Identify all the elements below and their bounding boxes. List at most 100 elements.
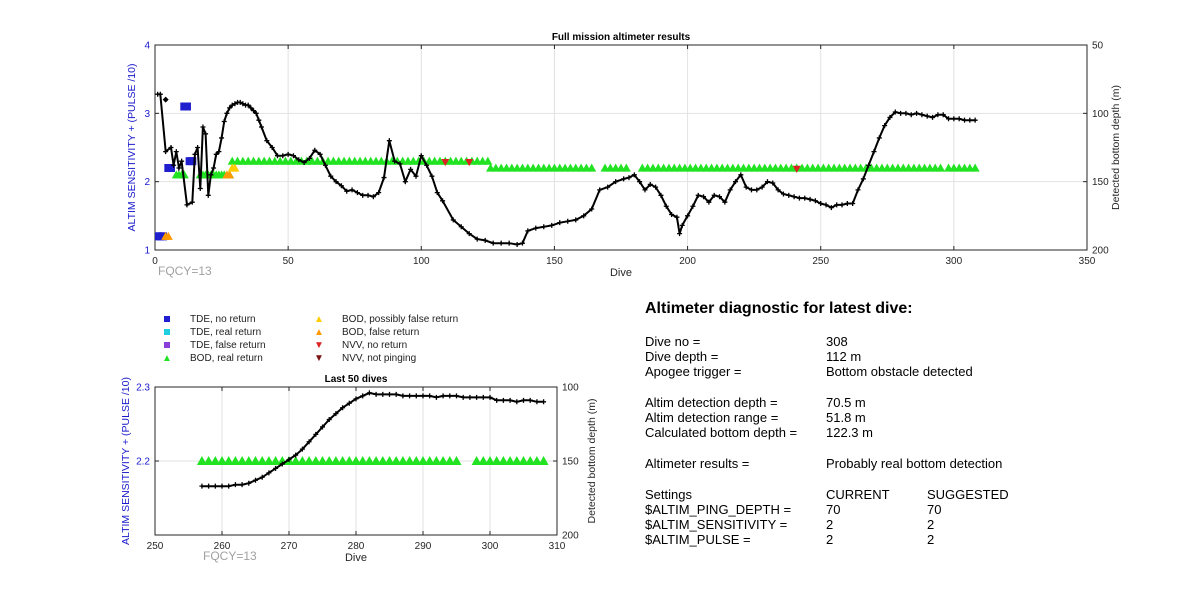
bod-real-return-marker — [297, 456, 308, 465]
altimeter-diagnostic-panel: Altimeter diagnostic for latest dive: Di… — [645, 300, 1065, 560]
bod-real-return-marker — [310, 456, 321, 465]
bottom-depth-point — [253, 110, 259, 116]
bod-real-return-marker — [364, 456, 375, 465]
nvv-no-return-marker — [465, 158, 474, 167]
bottom-depth-point — [828, 205, 834, 211]
last-50-dives-chart: 250 260 270 280 290 300 310 2.2 2.3 100 150 200 Last… — [120, 374, 598, 564]
bottom-depth-point — [440, 393, 446, 399]
bod-real-return-marker — [351, 456, 361, 465]
bottom-depth-point — [366, 390, 372, 396]
bottom-depth-point — [460, 394, 466, 400]
x-tick-label: 290 — [415, 541, 432, 552]
bottom-depth-point — [393, 391, 399, 397]
bottom-depth-point — [333, 411, 339, 417]
legend-label: NVV, no return — [342, 340, 408, 351]
bottom-depth-point — [480, 394, 486, 400]
bod-real-return-marker — [518, 456, 529, 465]
bottom-depth-point — [839, 202, 845, 208]
diagnostic-label: Altim detection depth = — [645, 395, 778, 410]
bottom-depth-point — [506, 240, 512, 246]
bottom-depth-point — [541, 224, 547, 230]
settings-current: 70 — [826, 502, 841, 517]
bod-real-return-marker — [357, 456, 368, 465]
bottom-depth-point — [189, 199, 195, 205]
bottom-depth-point — [541, 399, 547, 405]
bottom-depth-point — [527, 397, 533, 403]
bottom-depth-point — [353, 396, 359, 402]
bottom-depth-point — [386, 138, 392, 144]
bod-real-return-marker — [391, 456, 402, 465]
settings-current: 2 — [826, 517, 834, 532]
bottom-depth-point — [418, 153, 424, 159]
bottom-depth-point — [407, 393, 413, 399]
bottom-depth-point — [227, 105, 233, 111]
bottom-depth-point — [482, 237, 488, 243]
bottom-depth-point — [171, 162, 177, 168]
bod-real-return-marker — [491, 456, 502, 465]
bottom-depth-point — [397, 161, 403, 167]
y-left-tick-label: 3 — [144, 109, 150, 120]
bottom-depth-point — [733, 179, 739, 185]
bottom-depth-point — [299, 446, 305, 452]
bottom-depth-point — [549, 222, 555, 228]
bod-real-return-marker — [397, 456, 408, 465]
bottom-depth-point — [346, 400, 352, 406]
legend-item-nvv-no-return: ▼ NVV, no return — [312, 340, 407, 351]
legend-marker-square-icon — [160, 340, 174, 351]
bod-real-return-marker — [478, 456, 489, 465]
bottom-depth-point — [956, 116, 962, 122]
fqcy-annotation: FQCY=13 — [203, 549, 257, 563]
bottom-depth-point — [239, 482, 245, 488]
bottom-depth-point — [967, 117, 973, 123]
diagnostic-value: Bottom obstacle detected — [826, 364, 973, 379]
y-left-tick-label: 4 — [144, 41, 150, 52]
bottom-depth-point — [434, 190, 440, 196]
bottom-depth-point — [333, 179, 339, 185]
bod-real-return-marker — [411, 456, 422, 465]
bottom-depth-point — [474, 394, 480, 400]
bod-real-return-marker — [431, 456, 442, 465]
diagnostic-value: 122.3 m — [826, 425, 873, 440]
bottom-depth-point — [573, 217, 579, 223]
bottom-depth-point — [197, 186, 203, 191]
bottom-depth-point — [458, 224, 464, 230]
bottom-depth-point — [903, 110, 909, 116]
bod-real-return-marker — [587, 163, 597, 172]
bottom-depth-point — [216, 149, 222, 155]
bottom-depth-point — [514, 242, 520, 248]
diagnostic-label: Calculated bottom depth = — [645, 425, 798, 440]
legend-label: BOD, false return — [342, 327, 420, 338]
bottom-depth-point — [786, 192, 792, 198]
bod-real-return-marker — [970, 163, 980, 172]
bottom-depth-point — [221, 119, 227, 125]
bottom-depth-point — [212, 483, 218, 489]
bottom-depth-point — [498, 240, 504, 246]
bottom-depth-point — [962, 117, 968, 123]
nvv-no-return-marker — [792, 165, 801, 173]
tde-no-return-marker — [158, 232, 167, 241]
bottom-depth-point — [850, 201, 856, 207]
diagnostic-label: Dive no = — [645, 334, 701, 349]
bod-real-return-marker — [217, 456, 227, 465]
legend-item-tde-real-return: TDE, real return — [160, 327, 261, 338]
bottom-depth-point — [447, 393, 453, 399]
settings-label: $ALTIM_PING_DEPTH = — [645, 502, 792, 517]
bottom-depth-point — [807, 196, 813, 202]
bottom-depth-point — [775, 187, 781, 193]
bottom-depth-point — [317, 151, 323, 157]
legend-label: TDE, real return — [190, 327, 262, 338]
x-tick-label: 350 — [1079, 256, 1096, 267]
bottom-depth-point — [494, 397, 500, 403]
bottom-depth-point — [237, 99, 243, 105]
bottom-depth-point — [251, 108, 257, 114]
bottom-depth-point — [500, 397, 506, 403]
bottom-depth-point — [326, 417, 332, 423]
x-axis-label: Dive — [345, 552, 367, 564]
bod-real-return-marker — [250, 456, 261, 465]
tde-no-return-marker — [182, 102, 191, 111]
settings-suggested: 2 — [927, 517, 935, 532]
legend-marker-square-icon — [160, 327, 174, 338]
bod-real-return-marker — [485, 456, 495, 465]
bottom-depth-point — [823, 202, 829, 208]
settings-header-current: CURRENT — [826, 487, 890, 502]
